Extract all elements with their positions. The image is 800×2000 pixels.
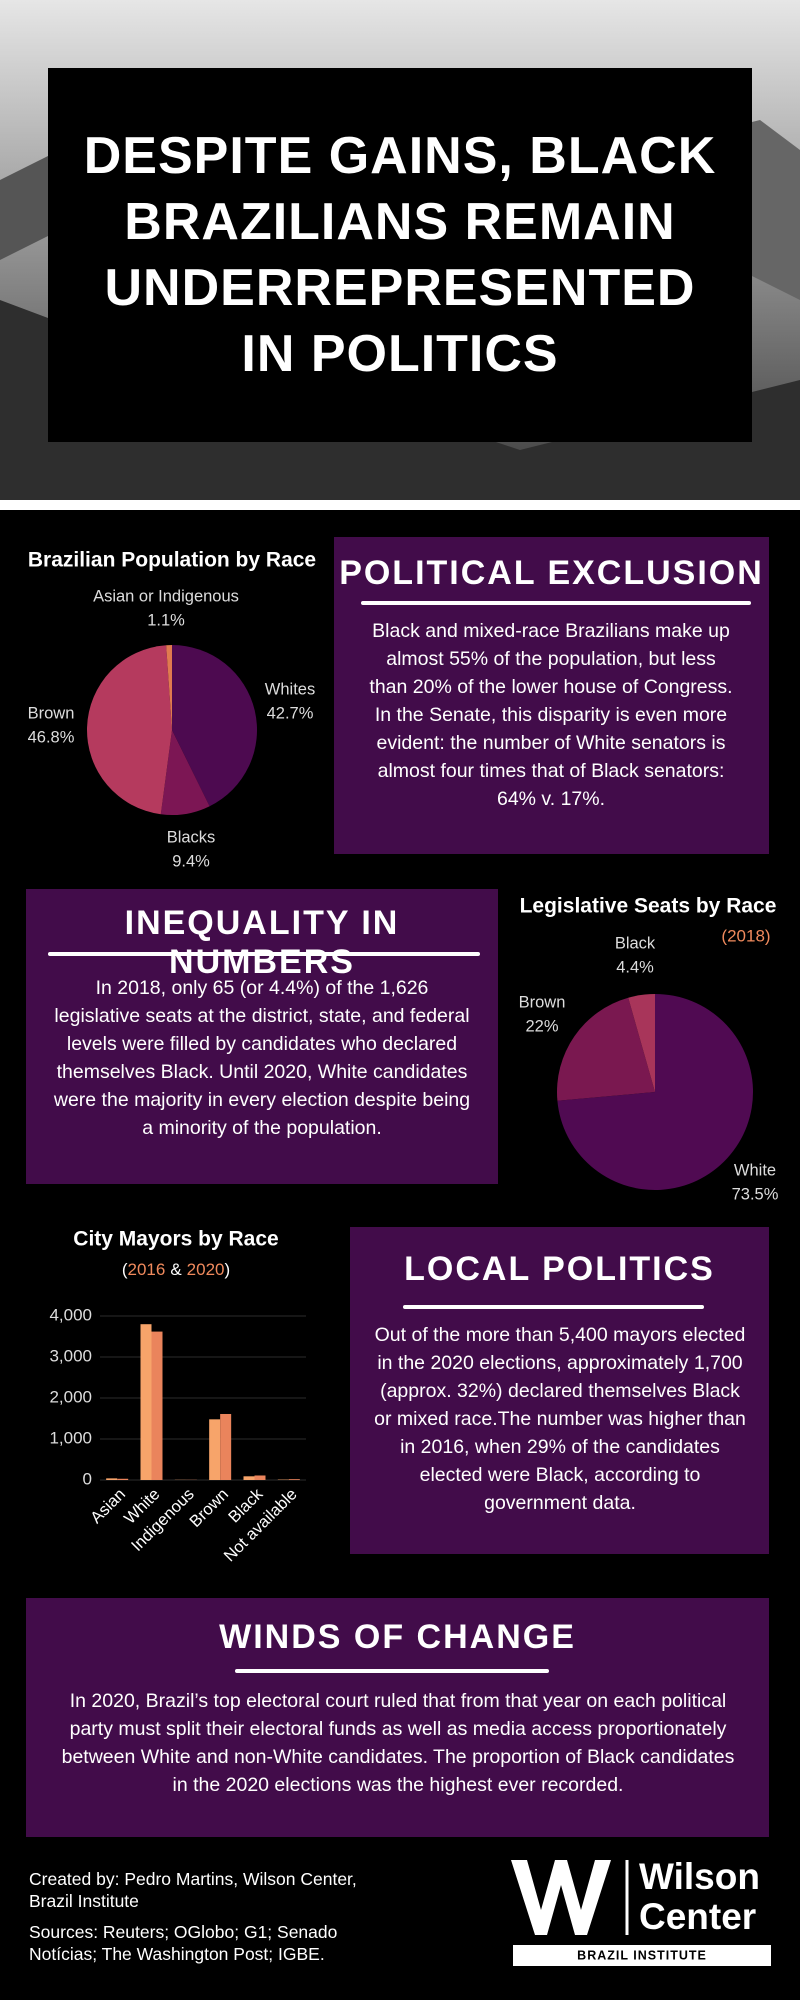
slice-value: 4.4% [616, 958, 654, 976]
bar [243, 1476, 255, 1480]
legend-entry: 2020 [187, 1260, 225, 1279]
mayors-bar-chart: City Mayors by Race (2016 & 2020) 0 1,000 2,… [49, 1228, 306, 1565]
pie-slice [166, 645, 172, 730]
section-title: POLITICAL EXCLUSION [339, 554, 764, 592]
bar [117, 1478, 129, 1480]
logo-text: Center [639, 1896, 756, 1937]
slice-label: White [734, 1161, 776, 1179]
bar [288, 1479, 300, 1480]
logo-subtext: BRAZIL INSTITUTE [577, 1948, 707, 1962]
x-tick-label: Asian [87, 1485, 129, 1527]
winds-of-change-box: WINDS OF CHANGE In 2020, Brazil’s top el… [26, 1598, 769, 1837]
punctuation: ( [122, 1260, 128, 1279]
section-title: LOCAL POLITICS [404, 1250, 715, 1288]
chart-subtitle: (2018) [721, 926, 770, 945]
pie-slice [628, 994, 655, 1092]
logo: Wilson Center BRAZIL INSTITUTE [511, 1856, 771, 1966]
slice-value: 46.8% [28, 728, 75, 746]
political-exclusion-box: POLITICAL EXCLUSION Black and mixed-race… [334, 537, 769, 854]
logo-text: Wilson [639, 1856, 760, 1897]
chart-title: Brazilian Population by Race [28, 549, 316, 572]
bar [151, 1331, 163, 1480]
slice-value: 73.5% [732, 1185, 779, 1203]
y-tick-label: 3,000 [49, 1346, 92, 1365]
logo-bar [513, 1945, 771, 1966]
underline [48, 952, 480, 956]
pie-slice [172, 645, 257, 807]
legend-entry: 2016 [128, 1260, 166, 1279]
bar [254, 1475, 266, 1480]
logo-mark [511, 1860, 611, 1935]
y-tick-label: 0 [83, 1469, 92, 1488]
slice-label: Blacks [167, 828, 216, 846]
divider [0, 500, 800, 510]
pie-slice [160, 730, 210, 815]
punctuation: & [170, 1260, 182, 1279]
chart-title: City Mayors by Race [73, 1228, 278, 1251]
page-title: DESPITE GAINS, BLACK BRAZILIANS REMAIN U… [83, 127, 717, 383]
section-body: Black and mixed-race Brazilians make up … [369, 620, 733, 810]
section-body: Out of the more than 5,400 mayors electe… [374, 1324, 746, 1514]
x-tick-label: Brown [186, 1485, 232, 1531]
slice-label: Asian or Indigenous [93, 587, 239, 605]
section-body: In 2018, only 65 (or 4.4%) of the 1,626 … [53, 977, 471, 1139]
bar [140, 1324, 152, 1480]
punctuation: ) [225, 1260, 231, 1279]
y-tick-label: 2,000 [49, 1387, 92, 1406]
slice-label: Brown [519, 993, 566, 1011]
bar [209, 1419, 221, 1480]
section-title: INEQUALITY IN NUMBERS [124, 904, 400, 981]
slice-label: Brown [28, 704, 75, 722]
y-tick-label: 1,000 [49, 1428, 92, 1447]
credits: Created by: Pedro Martins, Wilson Center… [29, 1869, 357, 1911]
chart-subtitle: (2016 & 2020) [122, 1260, 230, 1279]
bar [220, 1413, 232, 1480]
pie-slice [557, 994, 753, 1190]
bar [106, 1478, 118, 1480]
chart-title: Legislative Seats by Race [520, 895, 777, 918]
sources: Sources: Reuters; OGlobo; G1; Senado Not… [29, 1922, 338, 1964]
title-box: DESPITE GAINS, BLACK BRAZILIANS REMAIN U… [48, 68, 752, 442]
underline [361, 601, 751, 605]
slice-value: 42.7% [267, 704, 314, 722]
population-pie: Brazilian Population by Race Whites 42.7%… [28, 549, 317, 871]
seats-pie: Legislative Seats by Race (2018) White 73… [519, 895, 779, 1204]
section-body: In 2020, Brazil’s top electoral court ru… [61, 1690, 735, 1796]
slice-value: 22% [525, 1017, 558, 1035]
slice-label: Whites [265, 680, 315, 698]
slice-value: 1.1% [147, 611, 185, 629]
y-tick-label: 4,000 [49, 1305, 92, 1324]
slice-value: 9.4% [172, 852, 210, 870]
underline [235, 1669, 549, 1673]
slice-label: Black [615, 934, 656, 952]
inequality-box: INEQUALITY IN NUMBERS In 2018, only 65 (… [26, 889, 498, 1184]
local-politics-box: LOCAL POLITICS Out of the more than 5,40… [350, 1227, 769, 1554]
underline [403, 1305, 704, 1309]
section-title: WINDS OF CHANGE [219, 1618, 576, 1656]
pie-slice [557, 997, 655, 1101]
pie-slice [87, 645, 172, 815]
